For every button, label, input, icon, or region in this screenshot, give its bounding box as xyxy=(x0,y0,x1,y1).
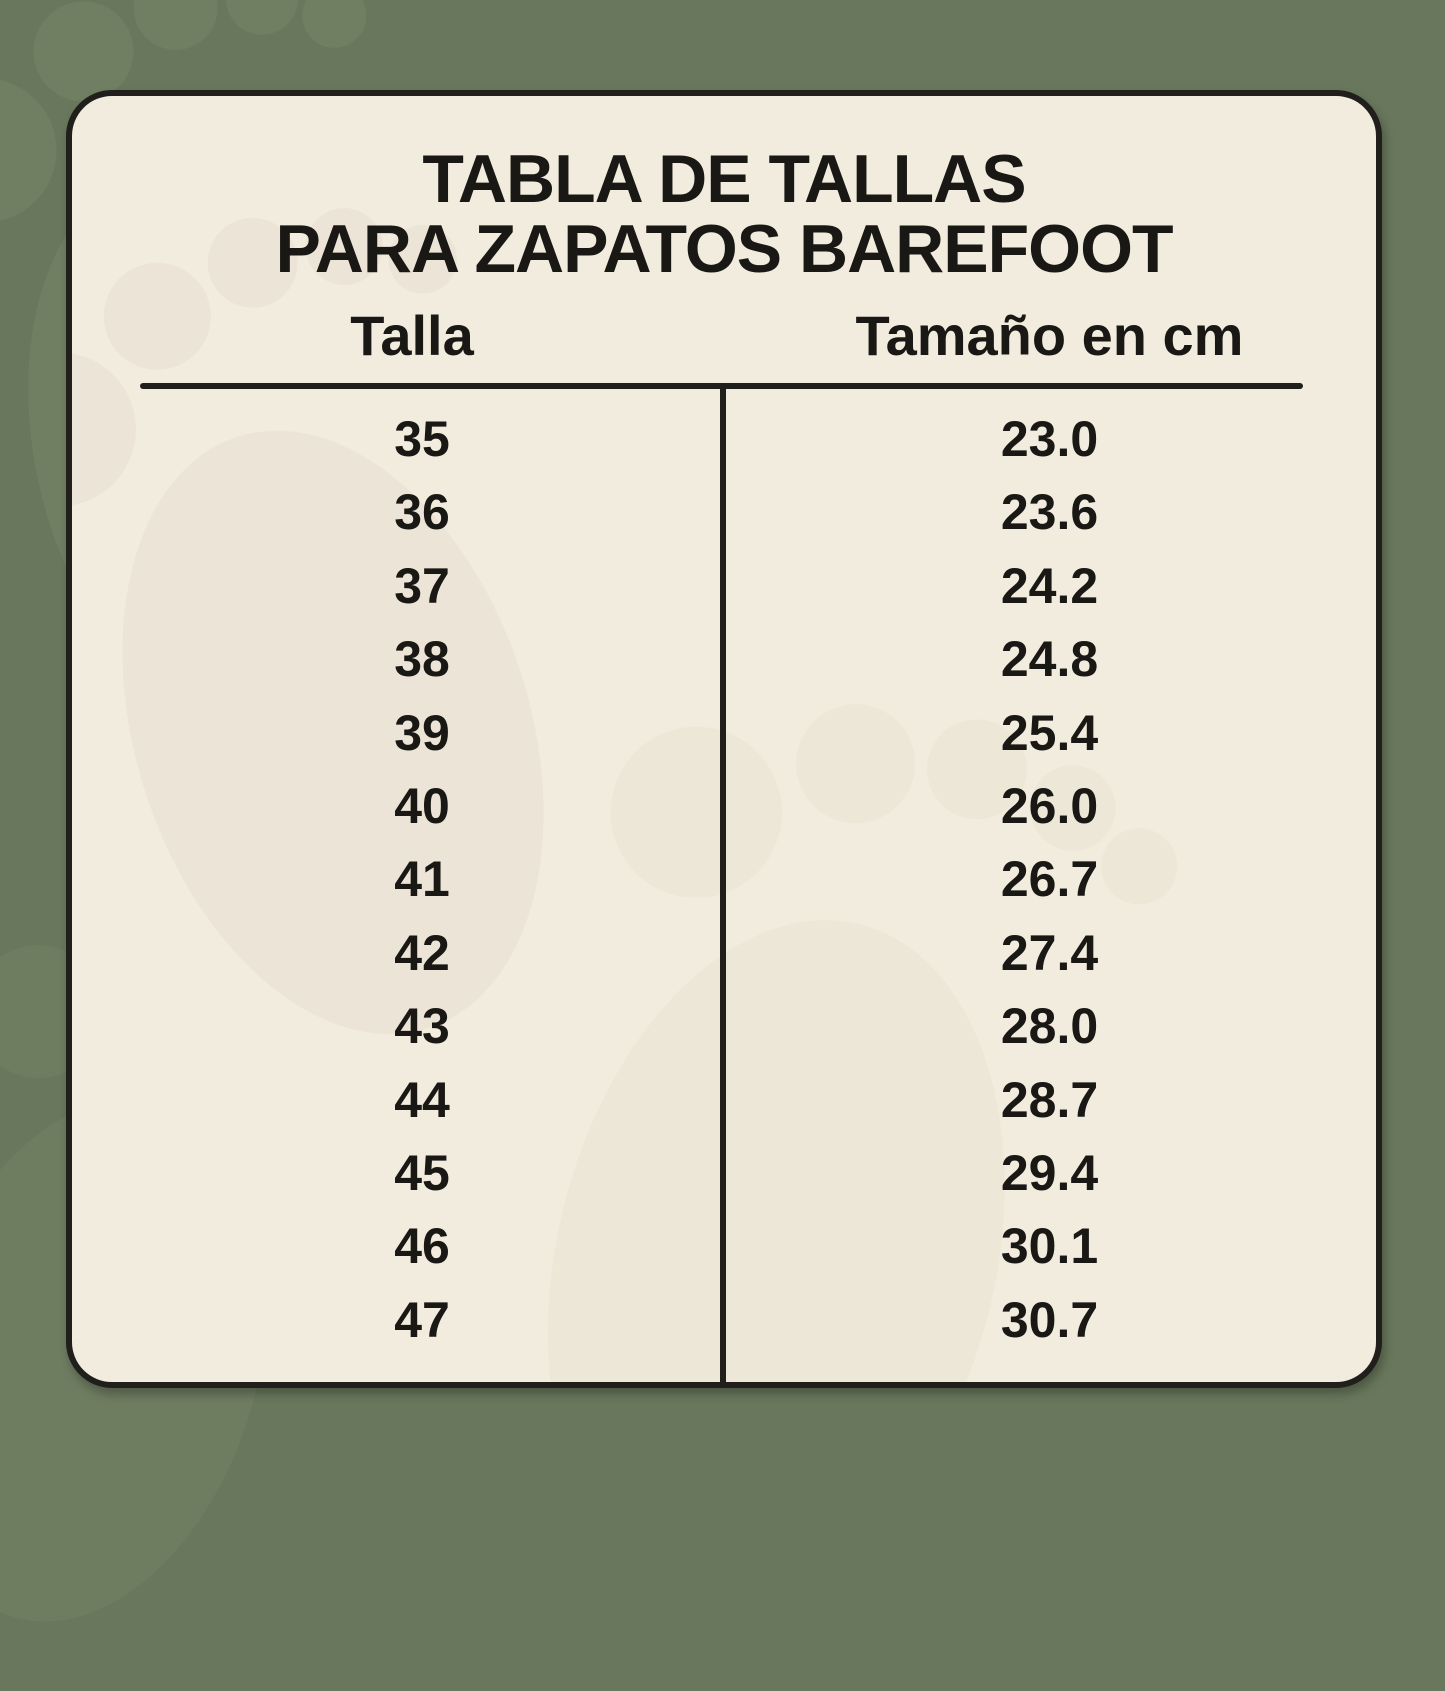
table-row: 46 30.1 xyxy=(72,1210,1376,1283)
table-row: 37 24.2 xyxy=(72,550,1376,623)
talla-value: 40 xyxy=(394,777,450,834)
table-header-row: Talla Tamaño en cm xyxy=(72,306,1376,366)
column-header-talla: Talla xyxy=(350,304,474,367)
table-row: 35 23.0 xyxy=(72,403,1376,476)
page-background: TABLA DE TALLAS PARA ZAPATOS BAREFOOT Ta… xyxy=(66,90,1382,1388)
column-header-cm: Tamaño en cm xyxy=(855,304,1244,367)
table-body: 35 23.0 36 23.6 37 24.2 38 24.8 39 25.4 40 26.0 41 26… xyxy=(72,389,1376,1357)
talla-value: 44 xyxy=(394,1071,450,1128)
talla-value: 47 xyxy=(394,1291,450,1348)
table-row: 41 26.7 xyxy=(72,843,1376,916)
cm-value: 23.0 xyxy=(1000,411,1099,467)
cm-value: 26.0 xyxy=(1000,777,1099,834)
cm-value: 24.8 xyxy=(1000,631,1099,688)
size-chart-card: TABLA DE TALLAS PARA ZAPATOS BAREFOOT Ta… xyxy=(66,90,1382,1388)
talla-value: 35 xyxy=(394,411,450,467)
table-row: 45 29.4 xyxy=(72,1137,1376,1210)
talla-value: 41 xyxy=(394,851,450,908)
table-row: 39 25.4 xyxy=(72,697,1376,770)
cm-value: 30.7 xyxy=(1000,1291,1099,1348)
column-divider xyxy=(720,383,726,1382)
table-row: 40 26.0 xyxy=(72,770,1376,843)
cm-value: 29.4 xyxy=(1000,1144,1099,1201)
talla-value: 36 xyxy=(394,484,450,541)
cm-value: 30.1 xyxy=(1000,1218,1099,1275)
table-row: 43 28.0 xyxy=(72,990,1376,1063)
cm-value: 26.7 xyxy=(1000,851,1099,908)
table-row: 36 23.6 xyxy=(72,476,1376,549)
table-row: 47 30.7 xyxy=(72,1284,1376,1357)
title-line-1: TABLA DE TALLAS xyxy=(422,141,1026,217)
page-title: TABLA DE TALLAS PARA ZAPATOS BAREFOOT xyxy=(72,144,1376,284)
cm-value: 24.2 xyxy=(1000,557,1099,614)
cm-value: 28.0 xyxy=(1000,998,1099,1055)
title-line-2: PARA ZAPATOS BAREFOOT xyxy=(275,211,1174,287)
table-row: 38 24.8 xyxy=(72,623,1376,696)
talla-value: 42 xyxy=(394,924,450,981)
table-row: 42 27.4 xyxy=(72,917,1376,990)
talla-value: 46 xyxy=(394,1218,450,1275)
talla-value: 39 xyxy=(394,704,450,761)
talla-value: 38 xyxy=(394,631,450,688)
cm-value: 23.6 xyxy=(1000,484,1099,541)
cm-value: 27.4 xyxy=(1000,924,1099,981)
talla-value: 43 xyxy=(394,998,450,1055)
cm-value: 25.4 xyxy=(1000,704,1099,761)
table-row: 44 28.7 xyxy=(72,1064,1376,1137)
talla-value: 45 xyxy=(394,1144,450,1201)
talla-value: 37 xyxy=(394,557,450,614)
cm-value: 28.7 xyxy=(1000,1071,1099,1128)
